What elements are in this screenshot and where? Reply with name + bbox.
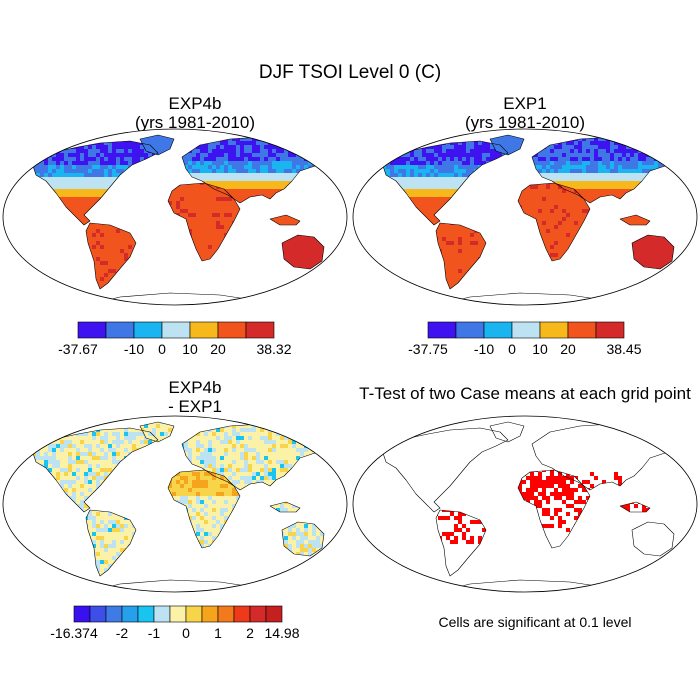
colorbar-exp4b-label: -37.67	[58, 341, 98, 357]
colorbar-exp4b-label: 0	[158, 341, 166, 357]
panel-1-title-line1: EXP4b	[40, 94, 350, 113]
colorbar-difference-swatch	[186, 606, 202, 622]
colorbar-difference-label: 14.98	[264, 625, 299, 641]
colorbar-exp4b-swatch	[134, 322, 162, 338]
map-difference	[0, 412, 350, 597]
colorbar-exp1-label: 20	[560, 341, 576, 357]
colorbar-exp4b-label: 20	[210, 341, 226, 357]
colorbar-exp4b-swatch	[106, 322, 134, 338]
colorbar-exp1-label: 0	[508, 341, 516, 357]
colorbar-exp1-swatch	[484, 322, 512, 338]
colorbar-exp4b-swatch	[190, 322, 218, 338]
colorbar-exp4b-swatch	[246, 322, 274, 338]
colorbar-difference-swatch	[138, 606, 154, 622]
colorbar-exp1-label: -37.75	[408, 341, 448, 357]
colorbar-difference-swatch	[74, 606, 90, 622]
colorbar-exp4b-label: -10	[124, 341, 144, 357]
colorbar-exp4b-swatch	[78, 322, 106, 338]
colorbar-difference-label: 0	[182, 625, 190, 641]
colorbar-difference-swatch	[154, 606, 170, 622]
colorbar-exp4b: -37.67 -10 0 10 20 38.32	[40, 320, 310, 360]
colorbar-exp1-label: 38.45	[606, 341, 641, 357]
colorbar-exp4b-swatch	[218, 322, 246, 338]
colorbar-difference-label: -16.374	[50, 625, 98, 641]
colorbar-exp1-swatch	[456, 322, 484, 338]
panel-2-title-line1: EXP1	[370, 94, 680, 113]
map-exp1	[350, 125, 700, 310]
colorbar-exp1-swatch	[428, 322, 456, 338]
panel-3-title-line1: EXP4b	[40, 378, 350, 397]
colorbar-exp1-label: -10	[474, 341, 494, 357]
colorbar-difference-swatch	[202, 606, 218, 622]
map-exp4b	[0, 125, 350, 310]
colorbar-difference-swatch	[250, 606, 266, 622]
colorbar-exp4b-label: 38.32	[256, 341, 291, 357]
panel-3-title: EXP4b - EXP1	[40, 378, 350, 416]
figure-title: DJF TSOI Level 0 (C)	[0, 62, 700, 84]
colorbar-exp1-label: 10	[532, 341, 548, 357]
colorbar-difference-swatch	[90, 606, 106, 622]
colorbar-exp4b-label: 10	[182, 341, 198, 357]
colorbar-difference-label: -1	[148, 625, 161, 641]
colorbar-difference-swatch	[234, 606, 250, 622]
colorbar-difference-swatch	[218, 606, 234, 622]
significance-note: Cells are significant at 0.1 level	[400, 614, 670, 630]
colorbar-difference-swatch	[106, 606, 122, 622]
colorbar-exp1-swatch	[568, 322, 596, 338]
colorbar-difference-label: 1	[214, 625, 222, 641]
colorbar-difference-label: 2	[246, 625, 254, 641]
map-t-test	[350, 412, 700, 597]
colorbar-difference-label: -2	[116, 625, 129, 641]
colorbar-difference-swatch	[122, 606, 138, 622]
colorbar-difference-swatch	[266, 606, 282, 622]
colorbar-exp1-swatch	[540, 322, 568, 338]
colorbar-exp1-swatch	[512, 322, 540, 338]
colorbar-exp4b-swatch	[162, 322, 190, 338]
colorbar-exp1-swatch	[596, 322, 624, 338]
colorbar-difference-swatch	[170, 606, 186, 622]
colorbar-exp1: -37.75 -10 0 10 20 38.45	[390, 320, 660, 360]
panel-4-title: T-Test of two Case means at each grid po…	[352, 384, 698, 404]
colorbar-difference: -16.374 -2 -1 0 1 2 14.98	[30, 604, 320, 644]
